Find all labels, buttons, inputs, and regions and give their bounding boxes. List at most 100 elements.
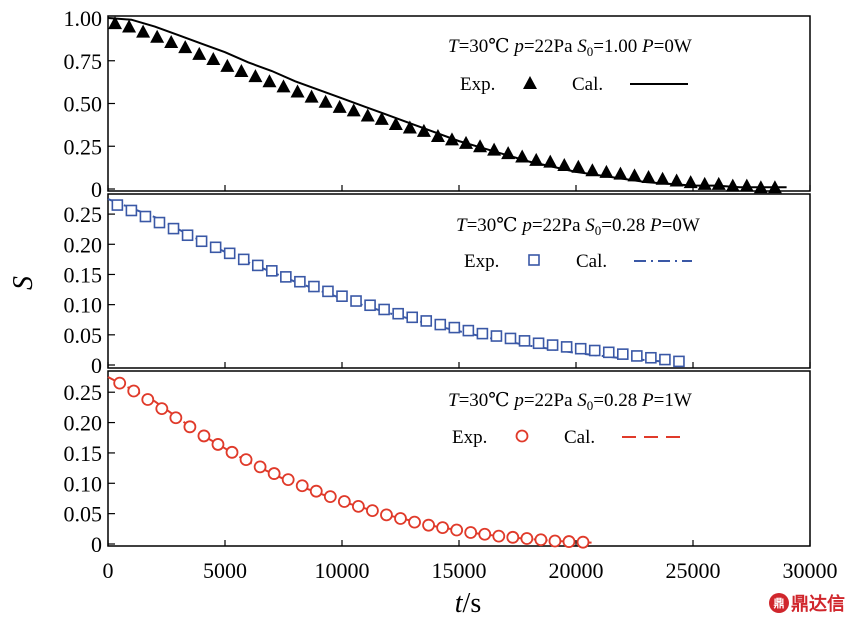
data-point-exp	[462, 324, 475, 337]
data-point-exp	[655, 171, 670, 185]
x-tick-label: 5000	[203, 558, 247, 583]
y-axis-label: S	[8, 276, 39, 290]
panel-annotation: T=30℃ p=22Pa S0=0.28 P=0W	[456, 215, 700, 238]
data-point-exp	[127, 384, 141, 398]
legend-cal-label: Cal.	[576, 251, 607, 272]
data-point-exp	[490, 330, 503, 342]
data-point-exp	[641, 170, 656, 184]
x-axis-label-unit: /s	[463, 588, 482, 619]
data-point-exp	[346, 103, 361, 117]
data-point-exp	[406, 311, 419, 324]
data-point-exp	[322, 285, 334, 298]
data-point-exp	[627, 168, 642, 182]
data-point-exp	[518, 335, 531, 347]
data-point-exp	[195, 235, 208, 248]
data-point-exp	[181, 229, 194, 242]
data-point-exp	[515, 429, 529, 443]
y-tick-label: 0.05	[64, 323, 103, 348]
data-point-exp	[576, 535, 590, 549]
data-point-exp	[239, 453, 253, 467]
data-point-exp	[360, 108, 375, 122]
data-point-exp	[560, 341, 573, 353]
data-point-exp	[543, 154, 558, 168]
y-tick-label: 0	[91, 177, 102, 202]
y-tick-label: 0.75	[64, 49, 103, 74]
data-point-exp	[574, 342, 587, 355]
panel-annotation: T=30℃ p=22Pa S0=1.00 P=0W	[448, 36, 692, 59]
data-point-exp	[520, 532, 534, 545]
x-tick-label: 30000	[783, 558, 838, 583]
data-point-exp	[211, 438, 225, 451]
y-tick-label: 0.10	[64, 471, 103, 496]
data-point-exp	[167, 222, 180, 235]
panel-top: 1.00 0.75 0.50 0.25 0 T=30℃ p=22Pa S0=1.00 P=…	[64, 6, 811, 202]
data-point-exp	[711, 176, 726, 190]
data-point-exp	[673, 355, 685, 368]
y-tick-label: 0.10	[64, 293, 103, 318]
data-point-exp	[388, 117, 403, 131]
data-point-exp	[450, 523, 464, 537]
watermark-logo-icon: 鼎	[769, 593, 789, 613]
data-point-exp	[436, 521, 450, 535]
data-point-exp	[332, 99, 347, 113]
data-point-exp	[739, 178, 754, 192]
data-point-exp	[290, 84, 305, 98]
panel-middle: 0.25 0.20 0.15 0.10 0.05 0 T=30℃ p=22Pa S0=0.2…	[64, 193, 811, 378]
data-point-exp	[111, 199, 124, 211]
data-point-exp	[337, 495, 351, 508]
data-point-exp	[141, 393, 155, 406]
data-point-exp	[374, 111, 389, 125]
x-tick-label: 0	[103, 558, 114, 583]
data-point-exp	[294, 275, 306, 288]
data-point-exp	[295, 479, 309, 493]
watermark-text: 鼎达信	[791, 594, 845, 615]
y-tick-label: 1.00	[64, 6, 103, 31]
watermark: 鼎 鼎达信	[769, 590, 845, 616]
data-point-exp	[528, 254, 540, 266]
data-point-exp	[234, 64, 249, 78]
data-point-exp	[476, 327, 489, 340]
data-point-exp	[473, 139, 488, 153]
data-point-exp	[380, 508, 393, 522]
data-point-exp	[613, 166, 628, 180]
data-point-exp	[392, 307, 404, 320]
data-point-exp	[265, 265, 278, 277]
data-point-exp	[599, 164, 614, 178]
data-point-exp	[557, 158, 572, 172]
data-point-exp	[251, 259, 264, 272]
data-point-exp	[192, 46, 207, 60]
data-point-exp	[253, 460, 267, 474]
legend-cal-label: Cal.	[572, 74, 603, 95]
data-point-exp	[459, 135, 474, 149]
data-point-exp	[659, 353, 671, 366]
legend-exp-label: Exp.	[460, 74, 495, 95]
data-point-exp	[523, 76, 537, 89]
data-point-exp	[487, 142, 502, 156]
data-point-exp	[464, 526, 478, 539]
data-point-exp	[323, 490, 337, 504]
data-point-exp	[220, 58, 235, 72]
data-point-exp	[767, 180, 782, 194]
y-tick-label: 0.25	[64, 202, 103, 227]
data-point-exp	[602, 346, 615, 359]
data-point-exp	[336, 290, 348, 302]
data-point-exp	[448, 321, 461, 334]
data-point-exp	[416, 123, 431, 137]
y-tick-label: 0.05	[64, 502, 103, 527]
y-tick-label: 0.15	[64, 262, 103, 287]
data-point-exp	[309, 484, 323, 498]
data-point-exp	[364, 299, 376, 312]
x-axis-label-symbol: t	[455, 588, 464, 619]
data-point-exp	[108, 16, 123, 30]
data-point-exp	[351, 499, 365, 513]
data-point-exp	[125, 204, 138, 217]
data-point-exp	[223, 247, 236, 260]
legend-cal-label: Cal.	[564, 427, 595, 448]
data-point-exp	[434, 318, 447, 331]
data-point-exp	[281, 473, 295, 487]
x-tick-label: 15000	[432, 558, 487, 583]
data-point-exp	[430, 128, 445, 142]
data-point-exp	[378, 303, 390, 316]
